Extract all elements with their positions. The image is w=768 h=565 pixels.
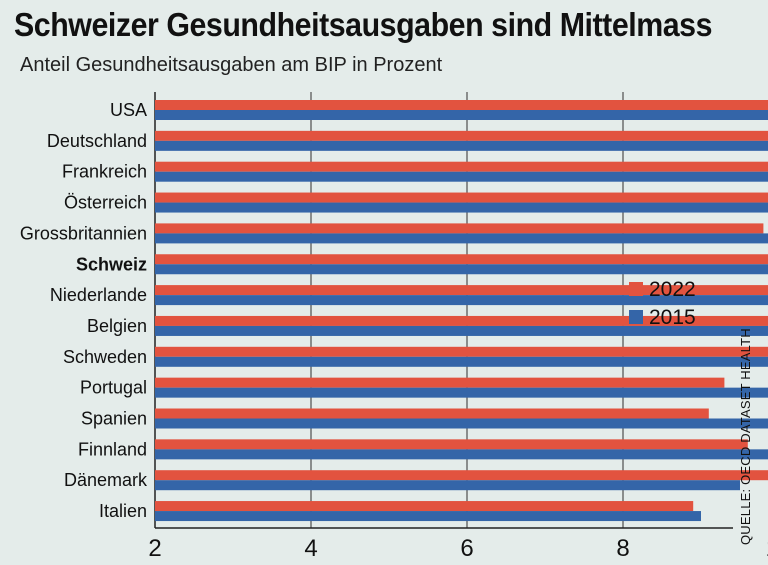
bar-2015-4 [155, 233, 768, 244]
category-label-12: Dänemark [64, 470, 148, 490]
legend: 2022 2015 [629, 278, 696, 329]
bar-2015-0 [155, 110, 768, 120]
bar-2015-8 [155, 356, 768, 367]
legend-label-2015: 2015 [649, 306, 696, 329]
bar-2022-7 [155, 315, 768, 326]
bar-2022-4 [155, 223, 764, 234]
category-label-1: Deutschland [47, 131, 147, 151]
legend-swatch-2015 [629, 310, 643, 324]
source-note: QUELLE: OECD DATASET HEALTH [738, 328, 753, 545]
bar-2015-11 [155, 449, 768, 460]
bar-2022-5 [155, 254, 768, 265]
chart-subtitle: Anteil Gesundheitsausgaben am BIP in Pro… [20, 54, 443, 76]
category-label-11: Finnland [78, 439, 147, 459]
tick-label-6: 6 [460, 535, 473, 562]
legend-label-2022: 2022 [649, 278, 696, 301]
bar-2015-3 [155, 202, 768, 213]
bar-2022-3 [155, 192, 768, 203]
category-label-5: Schweiz [76, 254, 147, 274]
chart-title: Schweizer Gesundheitsausgaben sind Mitte… [14, 6, 713, 43]
category-labels: USA Deutschland Frankreich Österreich Grossb… [20, 100, 148, 521]
category-label-7: Belgien [87, 316, 147, 336]
bar-2022-10 [155, 408, 709, 419]
bar-2022-12 [155, 470, 768, 481]
bar-2015-1 [155, 140, 768, 151]
bar-2022-8 [155, 346, 768, 357]
bar-2022-6 [155, 285, 768, 296]
bar-2015-5 [155, 264, 768, 275]
x-axis-ticks: 246810121416 [148, 535, 768, 562]
bar-2015-2 [155, 171, 768, 182]
bars [155, 100, 768, 522]
tick-label-8: 8 [616, 535, 629, 562]
category-label-2: Frankreich [62, 162, 147, 182]
bar-2022-9 [155, 377, 725, 388]
bar-2015-10 [155, 418, 768, 429]
bar-2022-1 [155, 130, 768, 141]
category-label-4: Grossbritannien [20, 223, 147, 243]
category-label-13: Italien [99, 501, 147, 521]
bar-2022-2 [155, 161, 768, 172]
bar-2015-6 [155, 295, 768, 306]
bar-2015-13 [155, 511, 701, 522]
bar-2015-7 [155, 325, 768, 336]
bar-2022-0 [155, 100, 768, 110]
category-label-3: Österreich [64, 193, 147, 213]
bar-2022-13 [155, 501, 694, 512]
category-label-6: Niederlande [50, 285, 147, 305]
legend-swatch-2022 [629, 282, 643, 296]
bar-2015-9 [155, 387, 768, 398]
category-label-0: USA [110, 100, 147, 120]
tick-label-10: 10 [766, 535, 768, 562]
tick-label-4: 4 [304, 535, 317, 562]
tick-label-2: 2 [148, 535, 161, 562]
bar-2022-11 [155, 439, 748, 450]
category-label-8: Schweden [63, 347, 147, 367]
bar-2015-12 [155, 480, 740, 491]
category-label-10: Spanien [81, 409, 147, 429]
category-label-9: Portugal [80, 378, 147, 398]
